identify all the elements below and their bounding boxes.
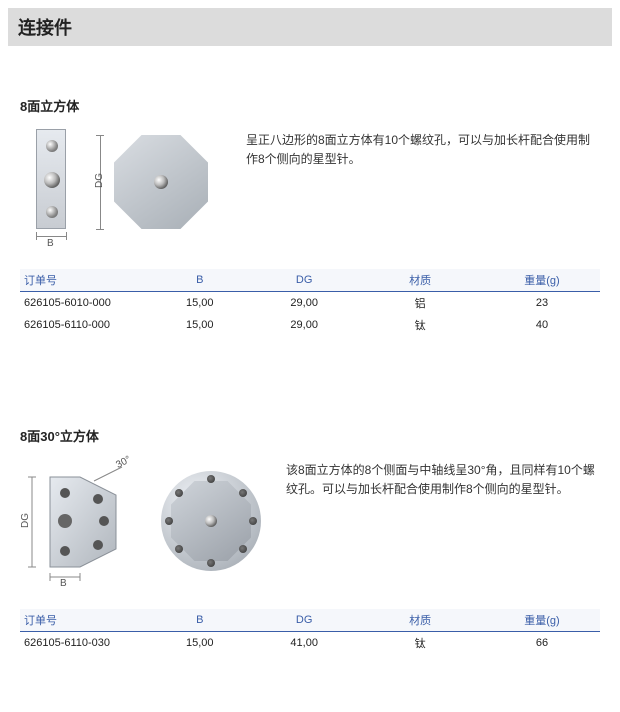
col-weight: 重量(g)	[484, 269, 600, 292]
table-row: 626105-6110-000 15,00 29,00 钛 40	[20, 314, 600, 336]
section2-side-svg	[20, 459, 140, 589]
section1-content: B DG 呈正八边形的8面立方体有10个螺纹孔，可以与加长杆配合使用制作8个侧向…	[20, 129, 600, 249]
col-dg: DG	[252, 269, 356, 292]
section2-description: 该8面立方体的8个侧面与中轴线呈30°角，且同样有10个螺纹孔。可以与加长杆配合…	[286, 459, 600, 499]
table-header-row: 订单号 B DG 材质 重量(g)	[20, 269, 600, 292]
cell: 15,00	[148, 314, 252, 336]
col-b: B	[148, 269, 252, 292]
section2-content: 30° DG B	[20, 459, 600, 589]
col-order: 订单号	[20, 609, 148, 632]
section-8face-30-cube: 8面30°立方体	[20, 426, 600, 654]
cell: 40	[484, 314, 600, 336]
dim-label-b: B	[47, 238, 54, 249]
section2-front-view	[156, 459, 266, 589]
table-row: 626105-6010-000 15,00 29,00 铝 23	[20, 292, 600, 315]
section1-table: 订单号 B DG 材质 重量(g) 626105-6010-000 15,00 …	[20, 269, 600, 336]
page-title: 连接件	[18, 14, 602, 40]
col-mat: 材质	[356, 269, 484, 292]
section1-images: B DG	[20, 129, 226, 249]
section1-side-view: B	[20, 129, 80, 249]
dim-label-dg2: DG	[20, 513, 31, 528]
cell: 626105-6010-000	[20, 292, 148, 315]
cell: 626105-6110-000	[20, 314, 148, 336]
cell: 钛	[356, 632, 484, 655]
cell: 626105-6110-030	[20, 632, 148, 655]
dim-label-dg: DG	[94, 173, 105, 188]
col-mat: 材质	[356, 609, 484, 632]
section-8face-cube: 8面立方体 B	[20, 96, 600, 336]
cell: 29,00	[252, 292, 356, 315]
section1-front-view: DG	[96, 129, 226, 249]
cell: 41,00	[252, 632, 356, 655]
cell: 29,00	[252, 314, 356, 336]
col-dg: DG	[252, 609, 356, 632]
cell: 66	[484, 632, 600, 655]
cell: 钛	[356, 314, 484, 336]
cell: 15,00	[148, 292, 252, 315]
cell: 铝	[356, 292, 484, 315]
section2-title: 8面30°立方体	[20, 426, 600, 445]
section2-table: 订单号 B DG 材质 重量(g) 626105-6110-030 15,00 …	[20, 609, 600, 654]
table-header-row: 订单号 B DG 材质 重量(g)	[20, 609, 600, 632]
page-header: 连接件	[8, 8, 612, 46]
cell: 23	[484, 292, 600, 315]
section1-title: 8面立方体	[20, 96, 600, 115]
dim-label-b2: B	[60, 578, 67, 589]
col-b: B	[148, 609, 252, 632]
section2-side-view: 30° DG B	[20, 459, 140, 589]
section1-description: 呈正八边形的8面立方体有10个螺纹孔，可以与加长杆配合使用制作8个侧向的星型针。	[246, 129, 600, 169]
col-weight: 重量(g)	[484, 609, 600, 632]
cell: 15,00	[148, 632, 252, 655]
table-row: 626105-6110-030 15,00 41,00 钛 66	[20, 632, 600, 655]
section2-images: 30° DG B	[20, 459, 266, 589]
col-order: 订单号	[20, 269, 148, 292]
